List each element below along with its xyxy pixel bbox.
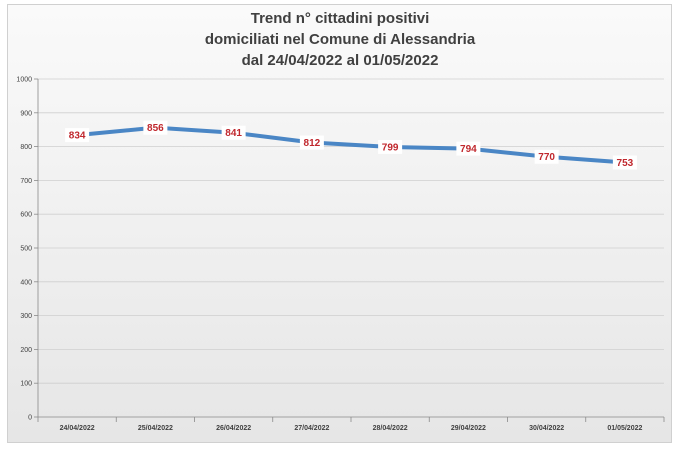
data-label: 841 xyxy=(225,128,242,139)
data-label: 794 xyxy=(460,144,477,155)
series-line xyxy=(75,125,627,165)
data-label: 799 xyxy=(382,142,399,153)
data-label-box xyxy=(612,155,637,170)
chart-frame xyxy=(7,4,672,443)
data-label: 753 xyxy=(617,158,634,169)
data-labels: 834 856 841 812 799 794 770 753 xyxy=(65,120,637,170)
data-label-box xyxy=(534,149,559,164)
x-tick-label: 24/04/2022 xyxy=(60,425,95,432)
series-line-layer xyxy=(75,125,627,165)
data-label-box xyxy=(299,135,324,150)
x-tick-label: 01/05/2022 xyxy=(607,425,642,432)
chart-title-line-2: domiciliati nel Comune di Alessandria xyxy=(204,31,476,48)
y-tick-label: 500 xyxy=(20,246,32,253)
data-label: 834 xyxy=(69,131,86,142)
y-tick-label: 100 xyxy=(20,381,32,388)
x-tick-label: 28/04/2022 xyxy=(373,425,408,432)
data-label-box xyxy=(378,139,403,154)
data-label-box xyxy=(65,128,90,143)
y-tick-label: 400 xyxy=(20,279,32,286)
chart-title-line-3: dal 24/04/2022 al 01/05/2022 xyxy=(241,52,439,69)
x-tick-label: 27/04/2022 xyxy=(294,425,329,432)
y-tick-label: 900 xyxy=(20,110,32,117)
y-tick-label: 800 xyxy=(20,144,32,151)
chart-title-line-1: Trend n° cittadini positivi xyxy=(250,10,430,27)
chart-title: Trend n° cittadini positivi domiciliati … xyxy=(0,8,680,71)
data-label-box xyxy=(221,125,246,140)
x-tick-label: 29/04/2022 xyxy=(451,425,486,432)
data-label: 770 xyxy=(538,152,555,163)
data-label: 856 xyxy=(147,123,164,134)
data-label-box xyxy=(143,120,168,135)
x-tick-label: 30/04/2022 xyxy=(529,425,564,432)
data-label-box xyxy=(456,141,481,156)
x-tick-label: 25/04/2022 xyxy=(138,425,173,432)
y-tick-label: 1000 xyxy=(16,77,32,84)
x-tick-label: 26/04/2022 xyxy=(216,425,251,432)
grid-lines xyxy=(38,78,664,418)
data-label: 812 xyxy=(304,138,321,149)
y-tick-label: 200 xyxy=(20,347,32,354)
axes: 0 100 200 300 400 500 600 700 800 900 1000 24/04/20… xyxy=(16,77,665,432)
y-tick-label: 300 xyxy=(20,313,32,320)
y-tick-label: 0 xyxy=(28,415,32,422)
y-tick-label: 600 xyxy=(20,212,32,219)
y-tick-label: 700 xyxy=(20,178,32,185)
